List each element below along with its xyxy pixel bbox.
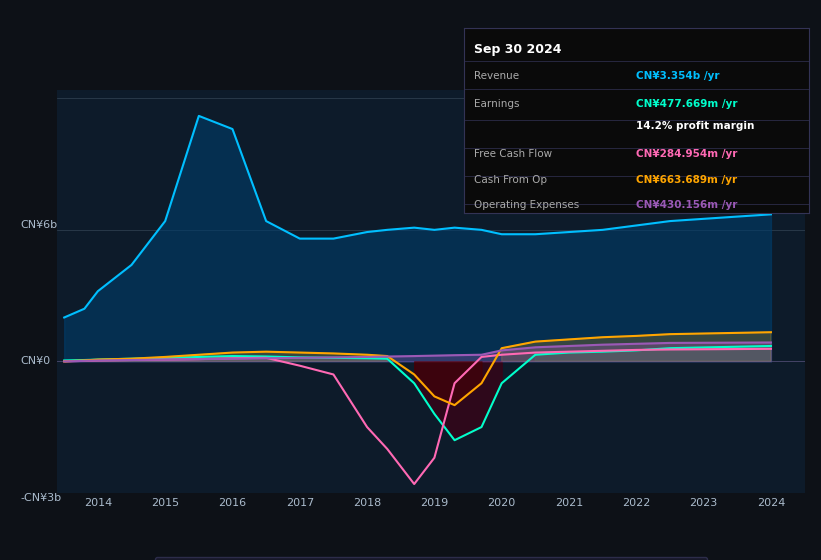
Text: Cash From Op: Cash From Op [475,175,548,185]
Text: Sep 30 2024: Sep 30 2024 [475,43,562,56]
Text: Free Cash Flow: Free Cash Flow [475,148,553,158]
Text: 14.2% profit margin: 14.2% profit margin [636,121,754,131]
Text: CN¥663.689m /yr: CN¥663.689m /yr [636,175,737,185]
Text: CN¥477.669m /yr: CN¥477.669m /yr [636,99,738,109]
Text: Earnings: Earnings [475,99,520,109]
Text: CN¥3.354b /yr: CN¥3.354b /yr [636,71,720,81]
Legend: Revenue, Earnings, Free Cash Flow, Cash From Op, Operating Expenses: Revenue, Earnings, Free Cash Flow, Cash … [155,557,707,560]
Text: -CN¥3b: -CN¥3b [21,493,62,503]
Text: Operating Expenses: Operating Expenses [475,200,580,211]
Text: Revenue: Revenue [475,71,520,81]
Text: CN¥430.156m /yr: CN¥430.156m /yr [636,200,737,211]
Text: CN¥6b: CN¥6b [21,220,57,230]
Text: CN¥0: CN¥0 [21,356,50,366]
Text: CN¥284.954m /yr: CN¥284.954m /yr [636,148,737,158]
